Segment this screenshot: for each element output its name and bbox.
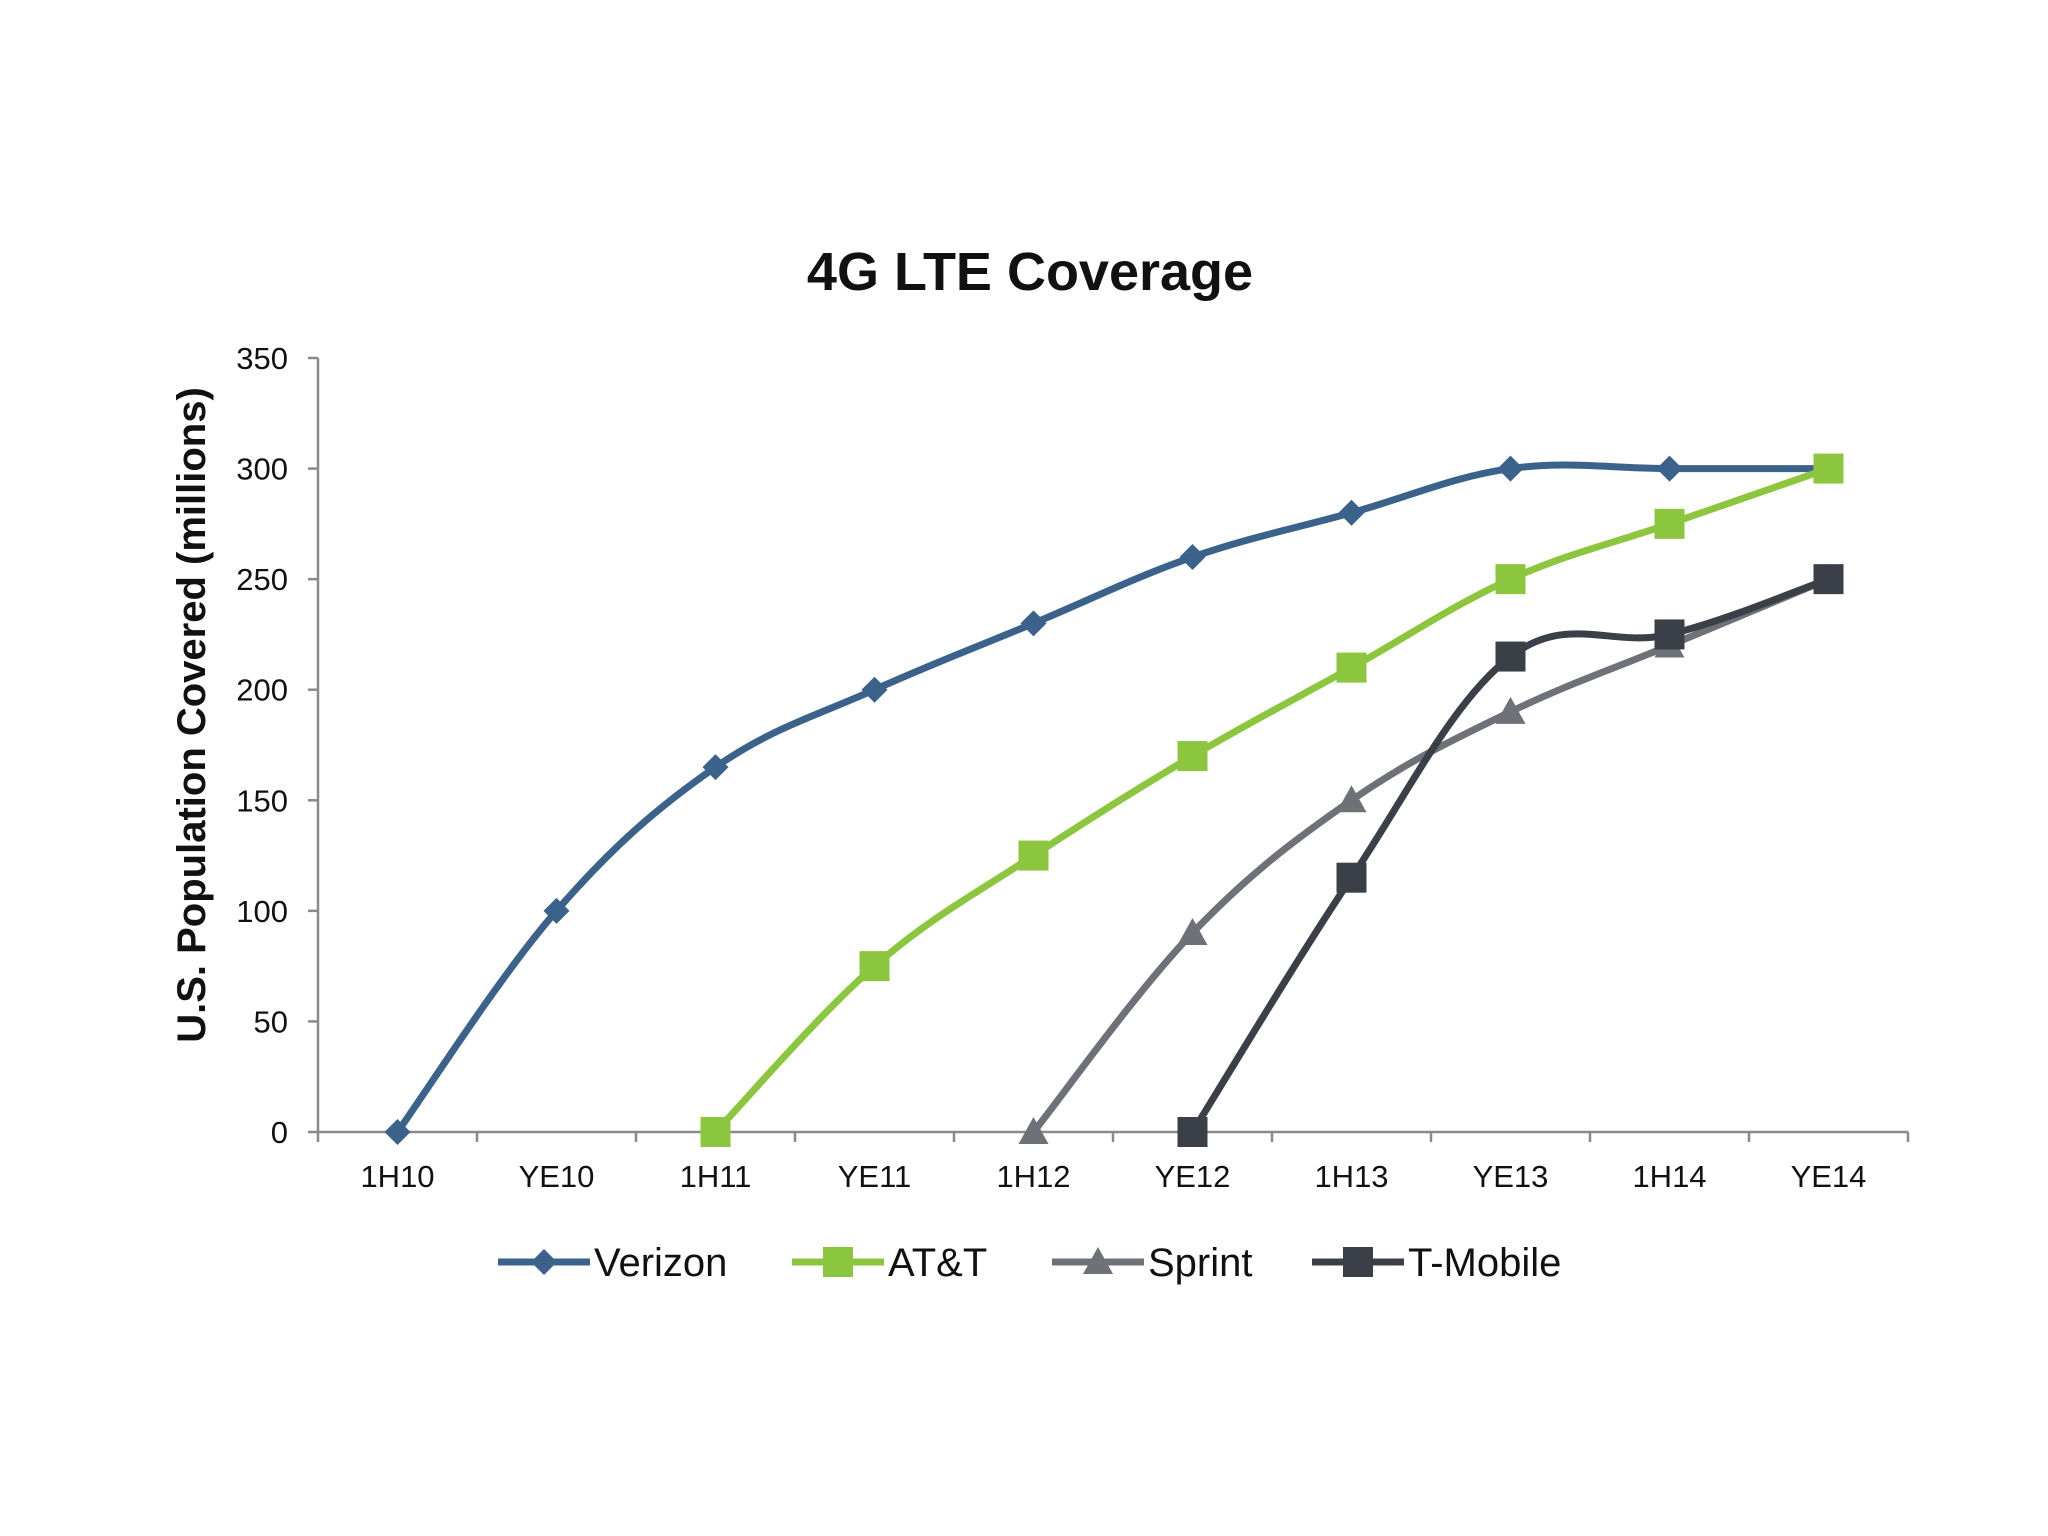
data-point-verizon [543,897,570,924]
data-point-at-t [859,951,890,982]
data-point-sprint [1495,696,1526,724]
data-point-t-mobile [1177,1117,1208,1147]
legend-label-verizon: Verizon [594,1241,727,1285]
data-point-sprint [1018,1117,1049,1144]
x-tick-label: YE14 [1791,1159,1867,1194]
y-tick-label: 50 [254,1004,288,1039]
data-point-verizon [1338,499,1365,526]
series-line-verizon [394,461,1832,1136]
axes: 0 50 100 150 200 250 300 350 1H10 YE10 1H11 YE11 1H1… [236,341,1910,1194]
legend-marker-at-t [823,1247,853,1277]
data-point-verizon [1656,455,1683,482]
data-point-verizon [1497,455,1524,482]
data-point-at-t [1654,508,1685,539]
x-tick-label: YE12 [1155,1159,1231,1194]
data-point-sprint [1336,785,1367,813]
x-tick-label: YE13 [1473,1159,1549,1194]
x-tick-label: 1H13 [1314,1159,1388,1194]
data-point-t-mobile [1336,862,1367,893]
legend-item-t-mobile: T-Mobile [1312,1241,1561,1285]
legend-label-sprint: Sprint [1148,1241,1253,1285]
data-point-sprint [1177,917,1208,945]
legend-item-at-t: AT&T [792,1241,987,1285]
chart-title: 4G LTE Coverage [807,242,1253,302]
series-line-t-mobile [1189,575,1832,1136]
data-point-t-mobile [1654,619,1685,650]
data-point-t-mobile [1813,564,1844,595]
data-point-at-t [1018,840,1049,871]
y-tick-label: 300 [236,452,288,487]
data-point-at-t [1813,453,1844,484]
data-point-at-t [1177,741,1208,772]
y-tick-label: 250 [236,562,288,597]
data-point-verizon [1020,610,1047,637]
legend-marker-sprint [1083,1247,1113,1274]
y-tick-label: 100 [236,894,288,929]
legend-label-at-t: AT&T [888,1241,987,1285]
x-tick-label: YE10 [519,1159,595,1194]
legend-marker-verizon [531,1249,557,1275]
y-tick-label: 150 [236,783,288,818]
data-point-at-t [700,1117,731,1147]
y-axis-label: U.S. Population Covered (millions) [170,387,214,1043]
x-tick-label: 1H12 [996,1159,1070,1194]
legend-marker-t-mobile [1343,1247,1373,1277]
x-tick-label: 1H10 [360,1159,434,1194]
data-point-t-mobile [1495,641,1526,672]
series-markers [384,453,1844,1147]
data-point-verizon [384,1119,411,1145]
x-tick-label: 1H11 [680,1159,752,1194]
legend-item-verizon: Verizon [498,1241,727,1285]
legend-item-sprint: Sprint [1052,1241,1253,1285]
data-point-verizon [702,754,729,781]
legend-label-t-mobile: T-Mobile [1408,1241,1561,1285]
x-tick-label: YE11 [838,1159,912,1194]
data-point-at-t [1336,652,1367,683]
x-tick-label: 1H14 [1632,1159,1706,1194]
y-tick-label: 200 [236,673,288,708]
data-point-verizon [861,676,888,703]
y-tick-label: 350 [236,341,288,376]
legend: Verizon AT&T Sprint T-Mobile [498,1241,1561,1285]
y-tick-label: 0 [271,1115,288,1150]
data-point-at-t [1495,564,1526,595]
data-point-verizon [1179,544,1206,571]
